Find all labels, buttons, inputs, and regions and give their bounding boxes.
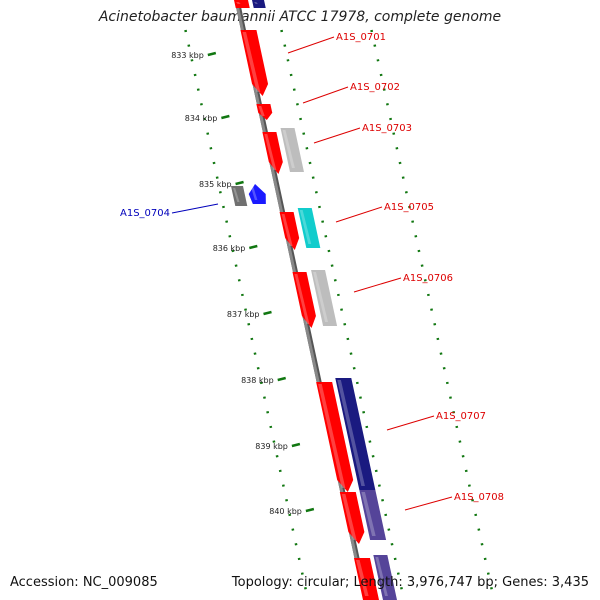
svg-text:A1S_0707: A1S_0707 [436,411,486,422]
cds-block-a1s-0701[interactable] [240,30,269,96]
cds-block-a1s-0706[interactable] [292,272,316,328]
map-title: Acinetobacter baumannii ATCC 17978, comp… [98,9,502,25]
cds-block-a1s-0707[interactable] [316,382,354,492]
feature-tracks[interactable] [230,0,397,600]
cds-block-a1s-0703[interactable] [262,132,283,174]
cds-block-a1s-0704[interactable] [248,184,266,204]
scale-tick-label: 838 kbp [241,376,274,385]
gc-dot-track-right-outer [370,29,496,600]
gene-label-a1s-0707[interactable]: A1S_0707 [386,411,486,431]
svg-text:A1S_0701: A1S_0701 [336,32,386,43]
hit-block-top-edge[interactable] [252,0,266,8]
scale-tick-label: 836 kbp [213,244,246,253]
scale-tick-label: 834 kbp [185,114,218,123]
gene-labels[interactable]: A1S_0701 A1S_0702 A1S_0703 A1S_0704 A1S_0705… [120,32,504,511]
scale-tick-label: 839 kbp [255,442,288,451]
scale-ticks: 833 kbp 834 kbp 835 kbp 836 kbp 837 kbp 838 k… [171,51,315,516]
cds-block-a1s-0708[interactable] [339,492,365,544]
scale-tick-label: 833 kbp [171,51,204,60]
svg-text:A1S_0702: A1S_0702 [350,82,400,93]
scale-tick-mark [221,114,230,120]
cds-block-top-edge[interactable] [234,0,250,8]
genome-summary-text: Topology: circular; Length: 3,976,747 bp… [231,575,589,590]
gene-label-a1s-0704[interactable]: A1S_0704 [120,203,219,219]
scale-tick-label: 835 kbp [199,180,232,189]
hit-block-a1s-0706[interactable] [311,270,338,326]
cds-block-a1s-0705[interactable] [279,212,300,250]
hit-block-a1s-0707[interactable] [335,378,376,490]
hit-block-bottom-edge[interactable] [373,555,397,600]
scale-tick-mark [291,442,301,448]
svg-text:A1S_0708: A1S_0708 [454,492,504,503]
svg-text:A1S_0705: A1S_0705 [384,202,434,213]
svg-text:A1S_0706: A1S_0706 [403,273,453,284]
gene-label-a1s-0702[interactable]: A1S_0702 [302,82,400,104]
gene-label-a1s-0703[interactable]: A1S_0703 [313,123,412,144]
cds-block-a1s-0702[interactable] [256,104,273,120]
hit-block-a1s-0708[interactable] [359,490,387,540]
gene-label-a1s-0701[interactable]: A1S_0701 [287,32,386,54]
gene-label-a1s-0706[interactable]: A1S_0706 [353,273,453,293]
scale-tick-mark [207,51,217,57]
scale-tick-mark [235,180,244,186]
scale-tick-mark [249,244,258,250]
accession-text: Accession: NC_009085 [10,575,158,590]
svg-text:A1S_0704: A1S_0704 [120,208,170,219]
scale-tick-mark [263,310,272,316]
cds-block-bottom-edge[interactable] [353,558,379,600]
hit-block-a1s-0705[interactable] [297,208,321,248]
gene-label-a1s-0708[interactable]: A1S_0708 [404,492,504,511]
scale-tick-mark [305,507,315,513]
cds-block-a1s-0704-grey[interactable] [230,186,248,206]
scale-tick-label: 837 kbp [227,310,260,319]
hit-block-a1s-0703[interactable] [280,128,304,172]
scale-tick-label: 840 kbp [269,507,302,516]
scale-tick-mark [277,376,287,382]
svg-text:A1S_0703: A1S_0703 [362,123,412,134]
gene-label-a1s-0705[interactable]: A1S_0705 [335,202,434,223]
